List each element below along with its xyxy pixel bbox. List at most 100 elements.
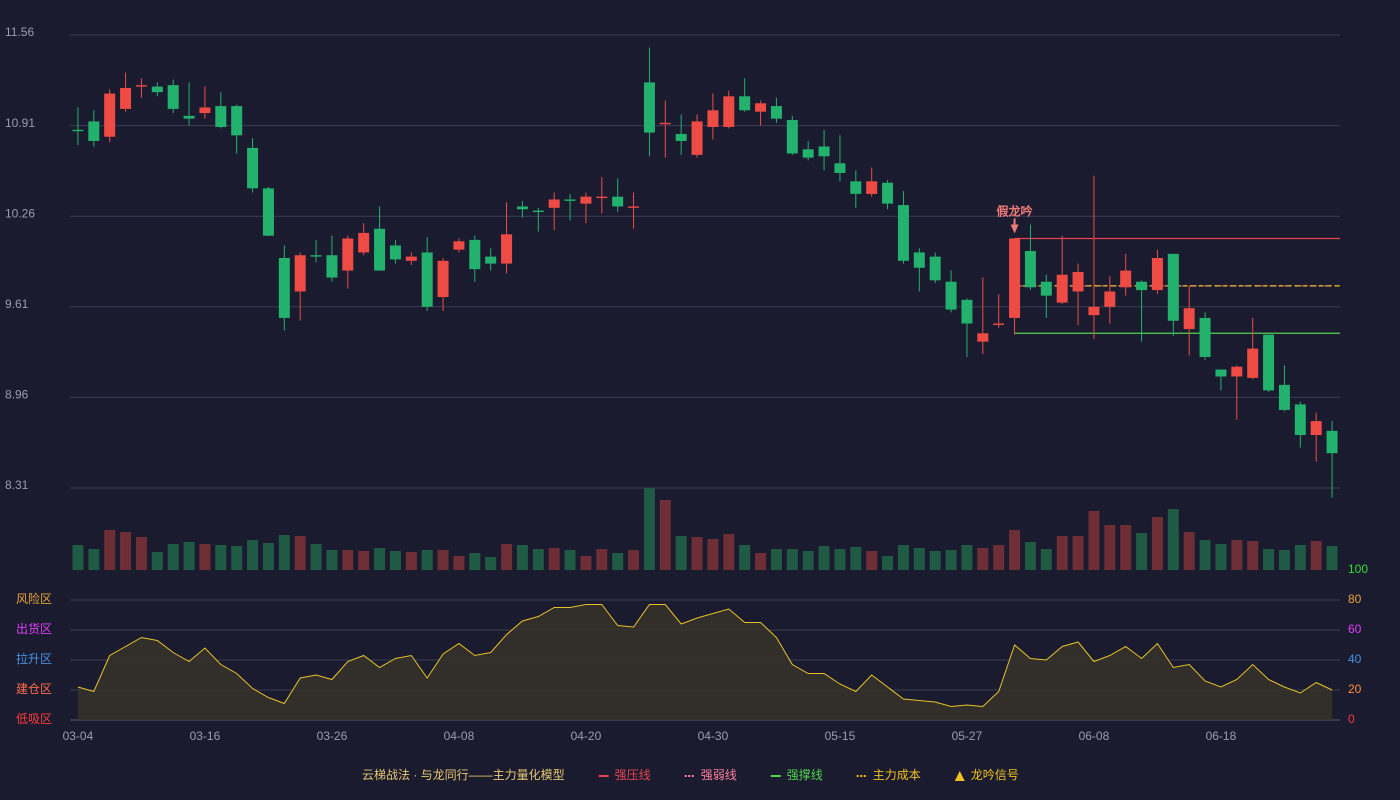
candle-body	[1215, 369, 1227, 377]
candle-body	[1072, 271, 1084, 292]
candle-body	[1326, 430, 1338, 454]
volume-bar	[1056, 536, 1068, 570]
indicator-area	[77, 604, 1333, 720]
volume-bar	[1024, 542, 1036, 570]
volume-bar	[437, 550, 449, 570]
candle-body	[834, 163, 846, 173]
volume-bar	[1294, 545, 1306, 570]
candle-body	[786, 120, 798, 154]
x-tick-label: 04-08	[444, 729, 475, 743]
candle-body	[580, 196, 592, 204]
volume-bar	[120, 532, 132, 570]
volume-bar	[199, 544, 211, 570]
volume-bar	[786, 549, 798, 570]
candle-body	[516, 206, 528, 210]
zone-label: 拉升区	[16, 651, 52, 666]
candle-body	[183, 115, 195, 119]
candle-body	[151, 86, 163, 93]
volume-bar	[405, 552, 417, 570]
volume-bar	[548, 548, 560, 570]
x-tick-label: 05-15	[825, 729, 856, 743]
volume-bar	[167, 544, 179, 570]
zone-label: 建仓区	[16, 682, 52, 696]
volume-bar	[278, 535, 290, 570]
candle-body	[707, 110, 719, 127]
candle-body	[262, 188, 274, 236]
volume-bar	[707, 539, 719, 570]
volume-bar	[485, 557, 497, 570]
volume-bar	[1247, 541, 1259, 570]
candle-body	[913, 252, 925, 268]
volume-bar	[1326, 546, 1338, 570]
candle-body	[691, 121, 703, 155]
volume-bar	[913, 548, 925, 570]
candle-body	[532, 210, 544, 213]
x-tick-label: 06-18	[1206, 729, 1237, 743]
candle-body	[294, 255, 306, 292]
volume-bar	[897, 545, 909, 570]
legend-label: 强撑线	[787, 767, 823, 782]
candle-body	[882, 182, 894, 204]
x-tick-label: 06-08	[1079, 729, 1110, 743]
volume-bar	[1104, 525, 1116, 570]
candle-body	[453, 241, 465, 250]
candle-body	[818, 146, 830, 157]
volume-bar	[659, 500, 671, 570]
candle-body	[770, 106, 782, 119]
volume-bar	[151, 552, 163, 570]
volume-bar	[929, 551, 941, 570]
candle-body	[1247, 348, 1259, 378]
candle-body	[961, 299, 973, 324]
candle-body	[1278, 384, 1290, 410]
volume-bar	[247, 540, 259, 570]
volume-bar	[1215, 544, 1227, 570]
candle-body	[564, 199, 576, 201]
volume-bar	[612, 553, 624, 570]
candle-body	[167, 85, 179, 109]
zone-label: 风险区	[16, 591, 52, 606]
candle-body	[374, 228, 386, 271]
candle-body	[1151, 258, 1163, 291]
candle-body	[897, 205, 909, 261]
y-tick-label: 9.61	[5, 297, 29, 311]
candle-body	[135, 85, 147, 87]
volume-bar	[501, 544, 513, 570]
signal-arrow	[1010, 224, 1019, 234]
volume-bar	[72, 545, 84, 570]
legend-label: 强弱线	[701, 768, 737, 782]
candle-body	[501, 234, 513, 264]
volume-bar	[1278, 550, 1290, 570]
candle-body	[596, 196, 608, 199]
candle-body	[866, 181, 878, 194]
volume-bar	[675, 536, 687, 570]
candle-body	[755, 103, 767, 112]
y-tick-label: 8.31	[5, 478, 29, 492]
volume-bar	[850, 547, 862, 570]
legend-label: 强压线	[615, 768, 651, 782]
candle-body	[1183, 308, 1195, 330]
candle-body	[469, 239, 481, 270]
candle-body	[342, 238, 354, 271]
candle-body	[231, 106, 243, 136]
candle-body	[405, 256, 417, 261]
candle-body	[120, 87, 132, 109]
volume-bar	[1088, 511, 1100, 570]
candle-body	[802, 149, 814, 158]
volume-bar	[818, 546, 830, 570]
volume-bar	[421, 550, 433, 570]
volume-bar	[993, 545, 1005, 570]
y2-tick-label: 80	[1348, 592, 1362, 606]
volume-bar	[866, 551, 878, 570]
candle-body	[1104, 291, 1116, 307]
candle-body	[485, 256, 497, 264]
candle-body	[945, 281, 957, 310]
candle-body	[675, 133, 687, 141]
y2-tick-label: 60	[1348, 622, 1362, 636]
volume-bar	[1151, 517, 1163, 570]
candle-body	[215, 106, 227, 127]
candle-body	[1199, 317, 1211, 357]
candle-body	[310, 255, 322, 257]
y2-tick-label: 100	[1348, 562, 1368, 576]
candle-body	[1310, 421, 1322, 436]
